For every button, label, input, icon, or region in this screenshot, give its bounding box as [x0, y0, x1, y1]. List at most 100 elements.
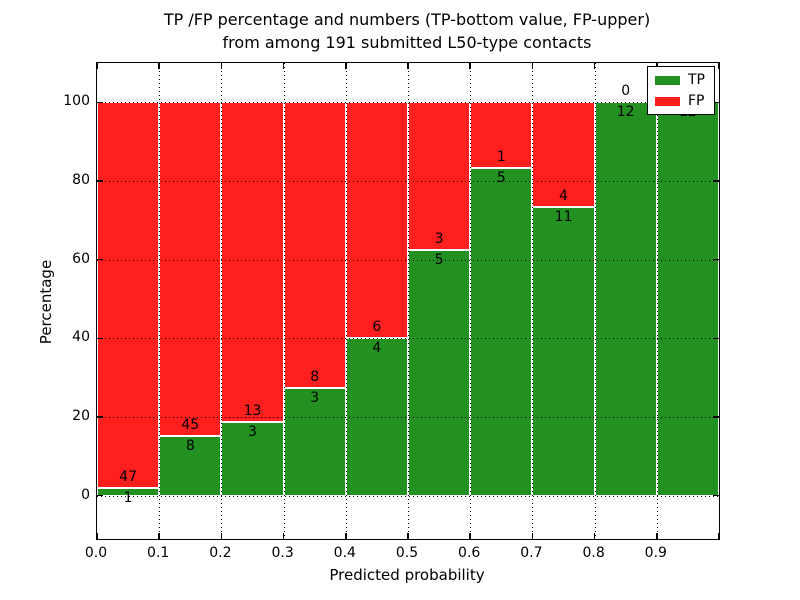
bar-tp-segment: [97, 487, 160, 496]
x-gridline: [656, 63, 658, 539]
x-gridline: [470, 63, 472, 539]
x-tick-mark: [407, 533, 409, 539]
x-gridline: [345, 63, 347, 539]
x-gridline: [594, 63, 596, 539]
x-tick-label: 0.1: [147, 545, 170, 561]
bar-tp-count-label: 5: [496, 169, 506, 186]
x-tick-label: 0.3: [271, 545, 294, 561]
legend-swatch-tp-icon: [655, 75, 680, 85]
x-tick-label: 0.9: [644, 545, 667, 561]
x-tick-mark-top: [96, 63, 98, 69]
plot-area: TP FP 47145813383643515411012012: [96, 62, 720, 540]
bar-fp-count-label: 6: [372, 319, 382, 336]
y-tick-label: 60: [72, 250, 90, 267]
y-tick-mark: [97, 180, 103, 182]
x-tick-mark: [158, 533, 160, 539]
y-tick-mark-right: [713, 180, 719, 182]
bar-fp-segment: [159, 102, 222, 437]
bar-fp-segment: [221, 102, 284, 422]
bar-tp-count-label: 1: [123, 489, 133, 506]
x-tick-mark-top: [220, 63, 223, 69]
bar-tp-segment: [470, 167, 533, 496]
x-tick-mark-top: [531, 63, 534, 69]
x-gridline: [408, 63, 409, 539]
bar-tp-count-label: 4: [372, 340, 382, 357]
bar-tp-segment: [656, 102, 719, 496]
x-tick-mark: [656, 533, 658, 539]
x-tick-mark: [469, 533, 471, 539]
y-tick-mark: [97, 258, 103, 261]
x-tick-label: 0.6: [458, 545, 481, 561]
bar-tp-count-label: 3: [248, 423, 257, 440]
x-tick-mark-top: [469, 63, 471, 69]
x-tick-mark-top: [718, 63, 720, 69]
x-tick-mark-top: [282, 63, 285, 69]
legend: TP FP: [647, 66, 715, 115]
y-tick-mark: [97, 101, 103, 104]
bar-tp-segment: [408, 249, 471, 496]
y-tick-label: 100: [63, 93, 90, 110]
legend-label-tp: TP: [688, 72, 705, 88]
bar-fp-count-label: 3: [434, 230, 444, 247]
x-gridline: [532, 63, 534, 539]
legend-label-fp: FP: [688, 93, 705, 109]
x-axis-label: Predicted probability: [329, 566, 485, 584]
x-tick-mark: [96, 533, 98, 539]
y-tick-mark-right: [713, 258, 719, 261]
y-tick-label: 0: [81, 486, 90, 503]
bar-fp-count-label: 13: [243, 402, 262, 419]
bar-fp-segment: [283, 102, 346, 389]
legend-entry-tp: TP: [655, 73, 705, 87]
bar-fp-count-label: 47: [119, 468, 138, 485]
bar-tp-count-label: 11: [554, 209, 573, 226]
x-gridline: [283, 63, 285, 539]
y-tick-label: 80: [72, 172, 90, 189]
bar-fp-segment: [97, 102, 160, 488]
x-tick-mark: [345, 533, 347, 539]
bar-tp-count-label: 3: [310, 390, 320, 407]
bar-fp-segment: [408, 102, 471, 250]
x-tick-mark-top: [158, 63, 160, 69]
y-tick-mark: [97, 337, 103, 340]
x-tick-mark: [593, 533, 596, 539]
y-tick-label: 40: [72, 329, 90, 346]
y-tick-mark-right: [713, 416, 719, 418]
bar-fp-count-label: 0: [621, 83, 631, 100]
bar-tp-segment: [594, 102, 657, 496]
x-tick-mark-top: [345, 63, 347, 69]
bar-tp-segment: [159, 436, 222, 496]
y-tick-mark-right: [713, 337, 719, 340]
bar-tp-segment: [283, 388, 346, 496]
x-tick-label: 0.4: [333, 545, 356, 561]
x-tick-label: 0.8: [582, 545, 605, 561]
bar-tp-count-label: 5: [434, 251, 444, 268]
x-tick-label: 0.2: [209, 545, 232, 561]
bar-fp-segment: [532, 102, 595, 208]
y-tick-mark-right: [713, 101, 719, 104]
bar-fp-segment: [345, 102, 408, 339]
x-tick-mark: [282, 533, 285, 539]
bar-tp-segment: [532, 207, 595, 496]
x-tick-mark: [718, 533, 720, 539]
x-tick-mark: [531, 533, 534, 539]
y-tick-mark-right: [713, 494, 719, 497]
y-tick-label: 20: [72, 408, 90, 425]
bar-fp-count-label: 8: [310, 369, 320, 386]
x-tick-mark-top: [407, 63, 409, 69]
y-tick-mark: [97, 494, 103, 497]
bar-fp-count-label: 45: [181, 417, 200, 434]
bar-tp-count-label: 12: [616, 104, 635, 121]
chart-title-line1: TP /FP percentage and numbers (TP-bottom…: [163, 10, 651, 29]
x-tick-label: 0.7: [520, 545, 543, 561]
x-tick-mark: [220, 533, 223, 539]
chart-title-line2: from among 191 submitted L50-type contac…: [222, 33, 592, 52]
x-gridline: [159, 63, 161, 539]
x-tick-label: 0.5: [395, 545, 419, 561]
x-gridline: [221, 63, 223, 539]
legend-entry-fp: FP: [655, 94, 705, 108]
bar-tp-segment: [345, 338, 408, 496]
bar-fp-count-label: 4: [559, 188, 568, 205]
x-tick-mark-top: [593, 63, 596, 69]
legend-swatch-fp-icon: [655, 96, 680, 106]
